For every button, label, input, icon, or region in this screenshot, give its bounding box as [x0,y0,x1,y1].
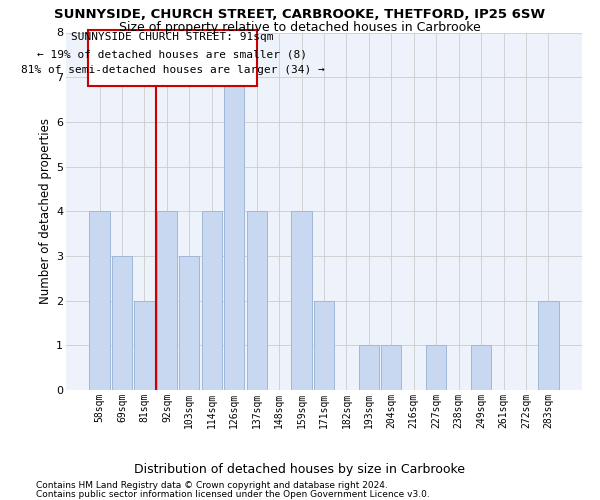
Bar [426,346,446,390]
Text: Size of property relative to detached houses in Carbrooke: Size of property relative to detached ho… [119,21,481,34]
Bar [89,211,110,390]
Bar [202,211,222,390]
Bar [292,211,311,390]
Bar [179,256,199,390]
Text: SUNNYSIDE CHURCH STREET: 91sqm: SUNNYSIDE CHURCH STREET: 91sqm [71,32,274,42]
Bar [88,30,257,86]
Bar [381,346,401,390]
Text: Contains public sector information licensed under the Open Government Licence v3: Contains public sector information licen… [36,490,430,499]
Text: ← 19% of detached houses are smaller (8): ← 19% of detached houses are smaller (8) [37,49,307,59]
Bar [471,346,491,390]
Y-axis label: Number of detached properties: Number of detached properties [39,118,52,304]
Text: 81% of semi-detached houses are larger (34) →: 81% of semi-detached houses are larger (… [20,65,325,75]
Text: Contains HM Land Registry data © Crown copyright and database right 2024.: Contains HM Land Registry data © Crown c… [36,481,388,490]
Bar [157,211,177,390]
Bar [224,77,244,390]
Text: SUNNYSIDE, CHURCH STREET, CARBROOKE, THETFORD, IP25 6SW: SUNNYSIDE, CHURCH STREET, CARBROOKE, THE… [55,8,545,20]
Bar [112,256,132,390]
Text: Distribution of detached houses by size in Carbrooke: Distribution of detached houses by size … [134,462,466,475]
Bar [359,346,379,390]
Bar [134,300,155,390]
Bar [314,300,334,390]
Bar [538,300,559,390]
Bar [247,211,267,390]
